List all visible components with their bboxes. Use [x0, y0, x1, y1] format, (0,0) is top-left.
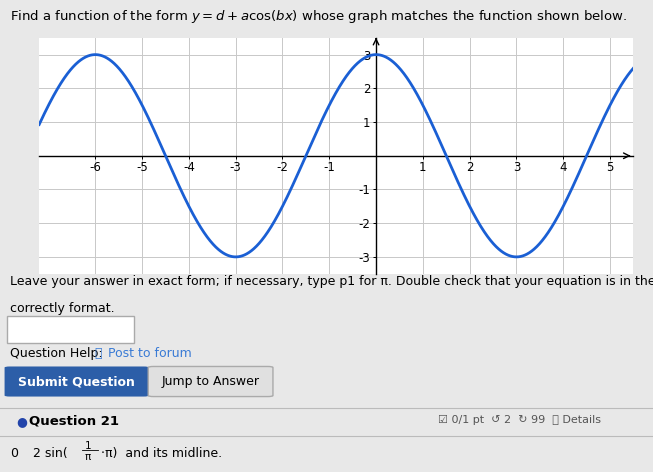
Text: Post to forum: Post to forum: [108, 347, 191, 360]
FancyBboxPatch shape: [5, 366, 149, 396]
Text: 0: 0: [10, 447, 18, 460]
Text: π: π: [85, 452, 91, 462]
Text: 2 sin(: 2 sin(: [33, 447, 67, 460]
Text: Leave your answer in exact form; if necessary, type p1 for π. Double check that : Leave your answer in exact form; if nece…: [10, 275, 653, 288]
Text: Find a function of the form $y = d + a\cos(bx)$ whose graph matches the function: Find a function of the form $y = d + a\c…: [10, 8, 627, 25]
FancyBboxPatch shape: [148, 366, 273, 396]
Text: ☑ 0/1 pt  ↺ 2  ↻ 99  ⓘ Details: ☑ 0/1 pt ↺ 2 ↻ 99 ⓘ Details: [438, 414, 601, 425]
Text: ●: ●: [16, 414, 27, 428]
Text: Question 21: Question 21: [29, 414, 119, 428]
Text: 1: 1: [85, 441, 91, 451]
Text: correctly format.: correctly format.: [10, 302, 114, 315]
Text: Jump to Answer: Jump to Answer: [161, 375, 260, 388]
FancyBboxPatch shape: [7, 316, 134, 344]
Text: Submit Question: Submit Question: [18, 375, 135, 388]
Text: ⋅π)  and its midline.: ⋅π) and its midline.: [101, 447, 222, 460]
Text: ⍉: ⍉: [95, 347, 102, 360]
Text: Question Help:: Question Help:: [10, 347, 103, 360]
